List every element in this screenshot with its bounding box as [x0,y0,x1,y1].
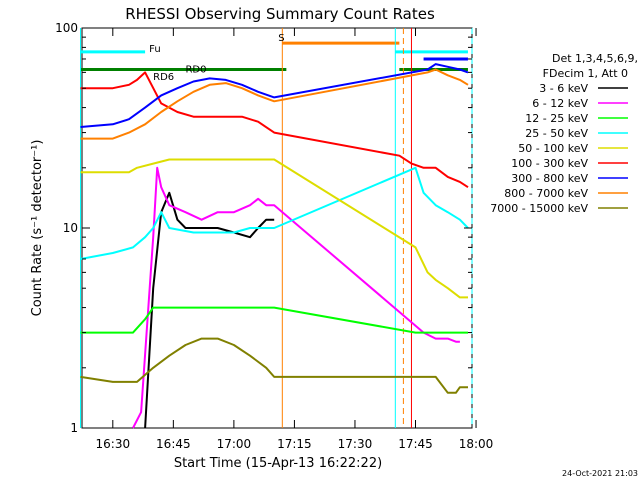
annotation-1: RD6 [153,72,174,83]
series-line-2 [80,306,468,334]
chart-title: RHESSI Observing Summary Count Rates [125,5,435,23]
y-tick-label-2: 100 [55,21,78,35]
x-tick-label-2: 17:00 [217,437,252,451]
legend-label-3: 25 - 50 keV [525,127,588,140]
series-line-8 [80,337,468,394]
timestamp: 24-Oct-2021 21:03 [562,469,638,478]
legend: Det 1,3,4,5,6,9, FDecim 1, Att 0 3 - 6 k… [490,52,638,215]
y-tick-label-1: 10 [63,221,78,235]
plot-frame [81,27,473,429]
y-tick-label-0: 1 [70,421,78,435]
legend-label-7: 800 - 7000 keV [504,187,588,200]
legend-label-1: 6 - 12 keV [532,97,588,110]
x-tick-label-5: 17:45 [398,437,433,451]
annotation-0: Fu [149,44,161,55]
series-line-5 [80,71,469,189]
tick-layer: 16:30 16:45 17:00 17:15 17:30 17:45 18:00 1 10 10… [55,21,493,451]
x-tick-label-1: 16:45 [156,437,191,451]
legend-label-4: 50 - 100 keV [518,142,588,155]
legend-label-2: 12 - 25 keV [525,112,588,125]
legend-label-5: 100 - 300 keV [511,157,588,170]
data-layer: Fu RD6 RD0 S [80,28,473,429]
series-line-7 [80,68,469,140]
annotation-3: S [278,33,284,44]
x-tick-label-3: 17:15 [277,437,312,451]
legend-label-8: 7000 - 15000 keV [490,202,588,215]
annotation-2: RD0 [185,64,206,75]
x-tick-label-0: 16:30 [96,437,131,451]
series-line-6 [80,63,469,128]
legend-header-line-2: FDecim 1, Att 0 [543,67,628,80]
x-axis-label: Start Time (15-Apr-13 16:22:22) [174,456,382,471]
y-axis-label: Count Rate (s⁻¹ detector⁻¹) [30,140,45,317]
legend-label-0: 3 - 6 keV [539,82,588,95]
x-tick-label-4: 17:30 [338,437,373,451]
legend-label-6: 300 - 800 keV [511,172,588,185]
series-line-3 [80,166,469,260]
legend-header-line-1: Det 1,3,4,5,6,9, [552,52,638,65]
series-line-1 [132,166,460,429]
x-tick-label-6: 18:00 [459,437,494,451]
series-line-4 [80,158,468,299]
